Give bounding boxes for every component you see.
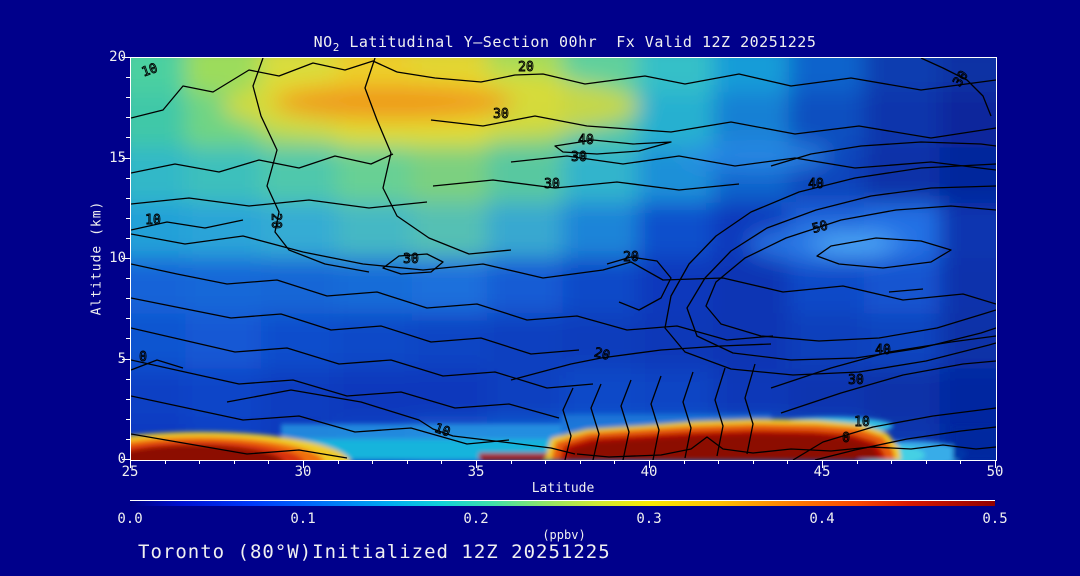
y-minor-tick — [126, 197, 130, 199]
y-minor-tick — [126, 97, 130, 99]
x-minor-tick — [337, 460, 339, 464]
x-minor-tick — [960, 460, 962, 464]
x-minor-tick — [925, 460, 927, 464]
x-minor-tick — [718, 460, 720, 464]
y-minor-tick — [126, 338, 130, 340]
contour-lines — [131, 58, 996, 460]
contour-label: 50 — [811, 218, 830, 237]
y-minor-tick — [126, 217, 130, 219]
y-minor-tick — [126, 318, 130, 320]
contour-label: 40 — [578, 133, 594, 148]
x-minor-tick — [545, 460, 547, 464]
contour-label: 40 — [875, 343, 891, 358]
x-minor-tick — [787, 460, 789, 464]
y-tick-label: 15 — [109, 149, 126, 166]
x-tick-label: 30 — [294, 464, 312, 480]
y-minor-tick — [126, 77, 130, 79]
x-minor-tick — [891, 460, 893, 464]
y-major-tick — [122, 157, 130, 159]
title-main: NO — [313, 33, 333, 51]
y-tick-label: 20 — [109, 49, 126, 65]
x-minor-tick — [752, 460, 754, 464]
y-tick-label: 10 — [109, 250, 126, 266]
y-minor-tick — [126, 117, 130, 119]
y-tick-label: 5 — [117, 350, 126, 367]
x-minor-tick — [614, 460, 616, 464]
y-minor-tick — [126, 298, 130, 300]
contour-plot-area: 10 20 30 40 30 30 30 40 50 10 20 30 20 20 0 40 30 10 10 0 — [130, 57, 997, 461]
colorbar-tick-label: 0.5 — [982, 511, 1008, 527]
contour-label: 10 — [140, 61, 160, 80]
x-tick-label: 45 — [813, 464, 831, 480]
contour-label: 30 — [403, 252, 419, 267]
x-axis-title: Latitude — [531, 481, 595, 496]
x-minor-tick — [268, 460, 270, 464]
x-major-tick — [995, 460, 996, 468]
x-minor-tick — [372, 460, 374, 464]
contour-label: 20 — [268, 213, 283, 229]
x-major-tick — [822, 460, 823, 468]
x-minor-tick — [406, 460, 408, 464]
x-tick-label: 40 — [640, 464, 658, 480]
y-minor-tick — [126, 398, 130, 400]
contour-label: 40 — [808, 177, 824, 192]
contour-label: 10 — [432, 421, 452, 440]
y-minor-tick — [126, 438, 130, 440]
x-tick-label: 35 — [467, 464, 485, 480]
x-minor-tick — [164, 460, 166, 464]
y-minor-tick — [126, 237, 130, 239]
x-minor-tick — [683, 460, 685, 464]
x-tick-label: 50 — [986, 464, 1004, 480]
colorbar-tick-label: 0.4 — [809, 511, 835, 527]
colorbar-tick-label: 0.0 — [117, 511, 143, 527]
x-major-tick — [649, 460, 650, 468]
x-major-tick — [476, 460, 477, 468]
y-minor-tick — [126, 137, 130, 139]
chart-title: NO2 Latitudinal Y—Section 00hr Fx Valid … — [314, 33, 817, 54]
x-minor-tick — [199, 460, 201, 464]
contour-label: 0 — [842, 431, 850, 446]
x-minor-tick — [441, 460, 443, 464]
contour-label: 20 — [592, 345, 611, 364]
y-tick-label: 0 — [117, 451, 126, 467]
y-minor-tick — [126, 177, 130, 179]
contour-label: 10 — [145, 213, 161, 228]
x-minor-tick — [233, 460, 235, 464]
y-minor-tick — [126, 378, 130, 380]
contour-label: 10 — [854, 415, 870, 430]
contour-label: 0 — [139, 350, 147, 365]
y-minor-tick — [126, 418, 130, 420]
contour-label: 20 — [518, 60, 534, 75]
x-minor-tick — [579, 460, 581, 464]
x-major-tick — [130, 460, 131, 468]
footer-run-info: Toronto (80°W)Initialized 12Z 20251225 — [138, 541, 611, 563]
colorbar-tick-label: 0.3 — [636, 511, 662, 527]
colorbar-units: (ppbv) — [542, 528, 586, 542]
y-minor-tick — [126, 278, 130, 280]
x-minor-tick — [856, 460, 858, 464]
contour-label: 30 — [848, 373, 864, 388]
y-major-tick — [122, 258, 130, 259]
x-major-tick — [303, 460, 304, 468]
colorbar-tick-label: 0.1 — [290, 511, 316, 527]
x-tick-label: 25 — [121, 464, 139, 480]
y-major-tick — [122, 57, 130, 58]
y-major-tick — [122, 358, 130, 360]
title-subscript: 2 — [332, 41, 340, 54]
colorbar-tick-label: 0.2 — [463, 511, 489, 527]
x-minor-tick — [510, 460, 512, 464]
y-major-tick — [122, 459, 130, 460]
contour-label: 20 — [623, 250, 639, 265]
title-rest: Latitudinal Y—Section 00hr Fx Valid 12Z … — [339, 33, 817, 51]
contour-label: 30 — [571, 150, 587, 165]
field-layer — [131, 58, 996, 460]
contour-label: 30 — [493, 107, 509, 122]
colorbar — [130, 500, 995, 506]
contour-label: 30 — [544, 177, 560, 192]
